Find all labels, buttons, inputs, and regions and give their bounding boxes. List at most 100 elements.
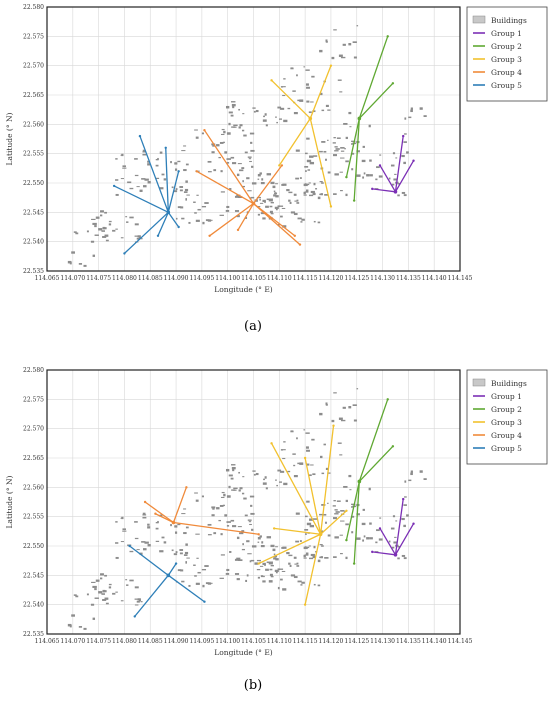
building-mark <box>226 132 231 135</box>
building-mark <box>67 623 72 627</box>
building-mark <box>334 173 339 176</box>
building-mark <box>315 551 318 553</box>
group-endpoint <box>345 509 348 512</box>
group-center-point <box>166 210 171 215</box>
building-mark <box>175 551 178 554</box>
building-mark <box>275 183 278 185</box>
group-endpoint <box>391 445 395 448</box>
panel-b: 114.065 114.070 114.075 114.080 114.085 114.0… <box>5 367 548 693</box>
building-mark <box>242 113 245 115</box>
building-mark <box>237 196 243 199</box>
building-mark <box>277 205 281 208</box>
building-mark <box>311 438 315 441</box>
x-tick-label: 114.105 <box>241 638 266 645</box>
building-mark <box>408 116 412 119</box>
group-route-line <box>394 498 404 555</box>
legend-label: Group 4 <box>491 68 522 77</box>
building-mark <box>196 194 199 196</box>
building-mark <box>290 430 294 433</box>
legend-buildings-swatch <box>472 378 486 387</box>
building-mark <box>246 540 250 543</box>
building-mark <box>228 485 231 489</box>
group-route-line <box>167 211 180 228</box>
building-mark <box>188 584 191 587</box>
building-mark <box>241 530 245 533</box>
building-mark <box>184 188 189 192</box>
building-mark <box>234 195 239 198</box>
building-mark <box>188 221 191 224</box>
building-mark <box>231 101 236 103</box>
y-tick-label: 22.540 <box>23 602 44 609</box>
building-mark <box>161 536 165 539</box>
building-mark <box>104 234 109 237</box>
building-mark <box>303 194 307 196</box>
group-endpoint <box>402 497 405 501</box>
group-route-line <box>394 135 404 192</box>
building-mark <box>247 519 252 521</box>
building-mark <box>368 487 371 491</box>
building-mark <box>319 150 323 153</box>
group-endpoint <box>164 146 167 149</box>
building-mark <box>304 191 309 193</box>
building-mark <box>406 151 409 154</box>
x-tick-label: 114.065 <box>35 638 60 645</box>
building-mark <box>317 559 321 563</box>
building-mark <box>134 598 139 600</box>
building-mark <box>306 159 312 163</box>
y-tick-label: 22.535 <box>23 268 44 275</box>
x-tick-label: 114.080 <box>112 275 137 282</box>
building-mark <box>297 99 302 102</box>
building-mark <box>112 592 116 595</box>
building-mark <box>226 568 230 572</box>
building-mark <box>403 161 406 165</box>
group-route-line <box>278 118 311 166</box>
building-mark <box>312 473 316 476</box>
building-mark <box>255 109 259 113</box>
building-mark <box>282 546 287 549</box>
building-mark <box>273 557 277 560</box>
building-mark <box>293 576 298 579</box>
building-mark <box>207 171 212 173</box>
group-route-line <box>372 551 396 556</box>
group-route-line <box>309 118 332 207</box>
building-mark <box>195 582 200 585</box>
building-mark <box>250 141 253 144</box>
building-mark <box>257 536 261 540</box>
building-mark <box>143 548 147 551</box>
building-mark <box>237 526 242 528</box>
building-mark <box>321 545 324 547</box>
building-mark <box>246 177 250 180</box>
building-mark <box>315 188 318 190</box>
building-mark <box>266 536 272 539</box>
building-mark <box>274 555 278 558</box>
building-mark <box>223 493 226 497</box>
building-mark <box>356 174 361 177</box>
building-mark <box>102 236 107 238</box>
building-mark <box>147 181 151 184</box>
x-tick-label: 114.100 <box>215 275 240 282</box>
building-mark <box>236 215 240 218</box>
building-mark <box>368 124 371 128</box>
building-mark <box>288 554 293 557</box>
building-mark <box>226 521 231 523</box>
group-route-line <box>394 523 415 556</box>
building-mark <box>293 193 297 196</box>
group-endpoint <box>185 486 188 489</box>
building-mark <box>287 470 291 473</box>
building-mark <box>335 148 340 150</box>
building-mark <box>197 571 201 574</box>
building-mark <box>297 462 302 465</box>
building-mark <box>262 217 266 220</box>
group-endpoint <box>402 134 405 138</box>
building-mark <box>261 541 264 544</box>
building-mark <box>375 178 378 181</box>
plot-frame <box>46 369 461 635</box>
building-mark <box>307 169 311 171</box>
building-mark <box>134 174 139 177</box>
building-mark <box>362 145 365 148</box>
building-mark <box>202 584 205 588</box>
y-tick-label: 22.575 <box>23 33 44 40</box>
building-mark <box>295 177 299 180</box>
building-mark <box>392 515 396 518</box>
building-mark <box>404 496 407 498</box>
